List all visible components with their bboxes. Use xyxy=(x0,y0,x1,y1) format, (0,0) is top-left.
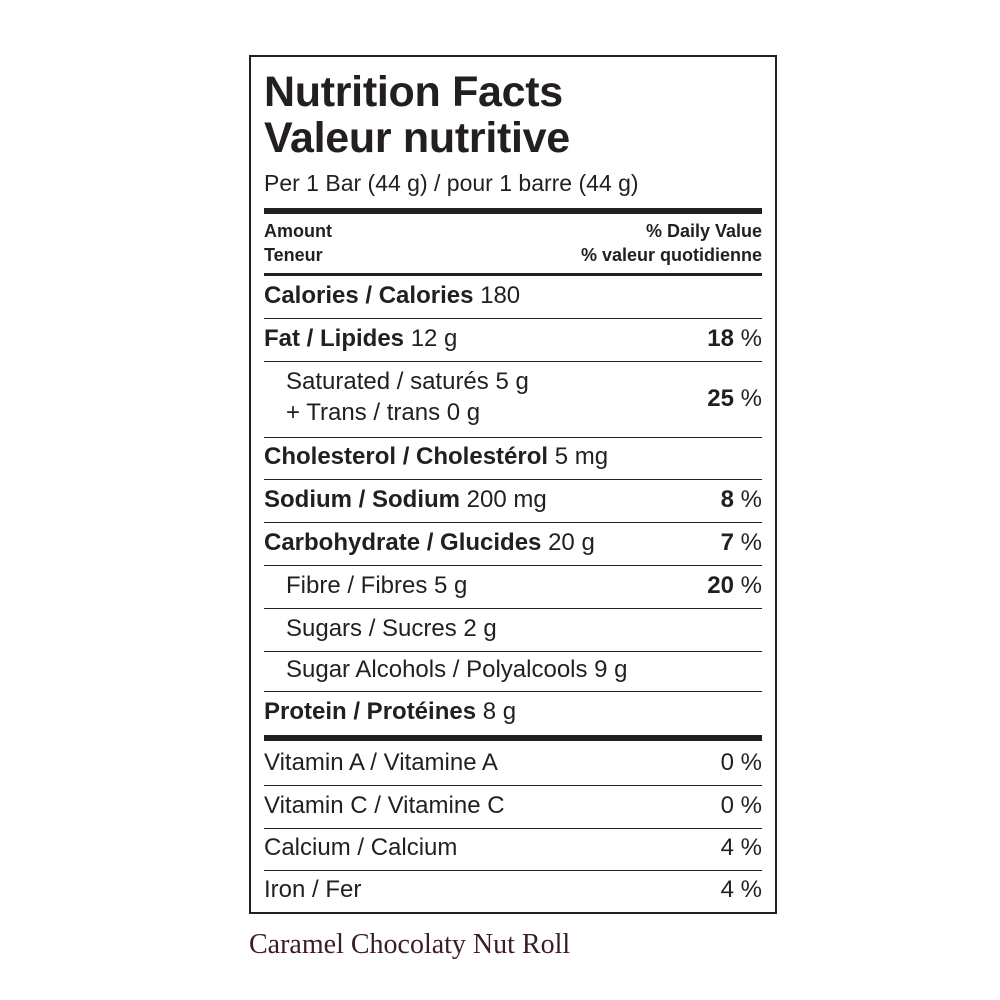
trans-label: + Trans / trans 0 g xyxy=(286,399,481,426)
amount-header: Amount Teneur xyxy=(264,219,332,267)
teneur-label: Teneur xyxy=(264,245,323,265)
iron-dv: 4 % xyxy=(720,876,762,903)
cholesterol-amount: 5 mg xyxy=(554,443,609,470)
title-english: Nutrition Facts xyxy=(264,68,563,116)
divider xyxy=(264,691,762,692)
carbohydrate-pct: % xyxy=(740,529,762,556)
divider xyxy=(264,870,762,871)
fat-dv: 18 xyxy=(707,325,734,352)
panel-title: Nutrition Facts Valeur nutritive xyxy=(264,69,570,161)
divider xyxy=(264,565,762,566)
sugars-label: Sugars / Sucres 2 g xyxy=(286,615,497,642)
saturated-label: Saturated / saturés 5 g xyxy=(286,368,529,395)
title-french: Valeur nutritive xyxy=(264,114,570,162)
carbohydrate-label: Carbohydrate / Glucides xyxy=(264,529,542,556)
vitamin-c-dv: 0 % xyxy=(720,792,762,819)
sodium-label: Sodium / Sodium xyxy=(264,486,460,513)
thick-rule-vitamins xyxy=(264,735,762,741)
protein-amount: 8 g xyxy=(482,698,517,725)
amount-label: Amount xyxy=(264,221,332,241)
carbohydrate-amount: 20 g xyxy=(548,529,595,556)
divider xyxy=(264,651,762,652)
divider xyxy=(264,522,762,523)
saturated-pct: % xyxy=(740,385,762,412)
saturated-dv: 25 xyxy=(707,385,734,412)
fibre-pct: % xyxy=(740,572,762,599)
calcium-dv: 4 % xyxy=(720,834,762,861)
divider xyxy=(264,828,762,829)
protein-label: Protein / Protéines xyxy=(264,698,477,725)
iron-label: Iron / Fer xyxy=(264,876,362,903)
nutrition-facts-panel: Nutrition Facts Valeur nutritive Per 1 B… xyxy=(249,55,777,914)
fibre-label: Fibre / Fibres 5 g xyxy=(286,572,468,599)
divider xyxy=(264,479,762,480)
carbohydrate-dv: 7 xyxy=(720,529,734,556)
fat-amount: 12 g xyxy=(410,325,458,352)
vitamin-c-label: Vitamin C / Vitamine C xyxy=(264,792,505,819)
daily-value-header: % Daily Value % valeur quotidienne xyxy=(581,219,762,267)
divider xyxy=(264,318,762,319)
calories-value: 180 xyxy=(480,282,521,309)
fat-label: Fat / Lipides xyxy=(264,325,405,352)
daily-value-label: % Daily Value xyxy=(645,221,762,241)
cholesterol-label: Cholesterol / Cholestérol xyxy=(264,443,549,470)
saturated-row: Saturated / saturés 5 g + Trans / trans … xyxy=(264,368,762,434)
calcium-label: Calcium / Calcium xyxy=(264,834,458,861)
sodium-amount: 200 mg xyxy=(466,486,547,513)
valeur-quotidienne-label: % valeur quotidienne xyxy=(580,245,762,265)
thick-rule-top xyxy=(264,208,762,214)
divider xyxy=(264,437,762,438)
calories-label: Calories / Calories xyxy=(264,282,474,309)
fat-pct: % xyxy=(740,325,762,352)
sugar-alcohols-label: Sugar Alcohols / Polyalcools 9 g xyxy=(286,656,628,683)
medium-rule-header xyxy=(264,273,762,276)
fibre-dv: 20 xyxy=(707,572,734,599)
product-name: Caramel Chocolaty Nut Roll xyxy=(249,929,571,960)
sodium-dv: 8 xyxy=(720,486,734,513)
divider xyxy=(264,361,762,362)
vitamin-a-label: Vitamin A / Vitamine A xyxy=(264,749,498,776)
sodium-pct: % xyxy=(740,486,762,513)
divider xyxy=(264,785,762,786)
divider xyxy=(264,608,762,609)
vitamin-a-dv: 0 % xyxy=(720,749,762,776)
serving-size: Per 1 Bar (44 g) / pour 1 barre (44 g) xyxy=(264,170,639,196)
